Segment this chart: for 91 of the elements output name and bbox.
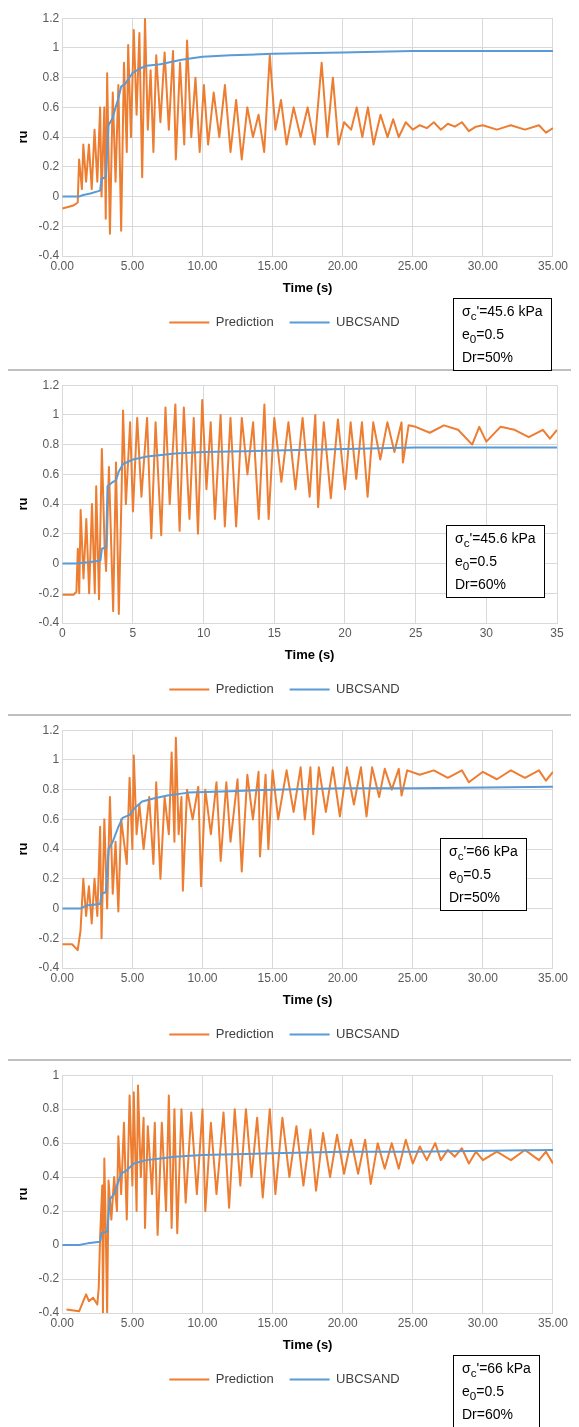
- x-tick-label: 35.00: [537, 1315, 569, 1330]
- x-axis-title: Time (s): [282, 279, 333, 295]
- text: e$_{0}$=0.5: [462, 324, 505, 347]
- y-tick-label: 1: [52, 407, 60, 422]
- legend-label: Prediction: [215, 314, 274, 330]
- y-tick-label: 0.6: [42, 99, 60, 114]
- x-tick-label: 30: [479, 625, 494, 640]
- x-tick-label: 35: [550, 625, 564, 640]
- legend-label: UBCSAND: [336, 314, 400, 330]
- y-tick-label: 1.2: [42, 722, 60, 737]
- y-tick-label: 0.8: [42, 436, 60, 451]
- y-tick-label: 0.4: [42, 841, 60, 856]
- y-tick-label: 0.8: [42, 1101, 60, 1116]
- y-tick-label: -0.2: [38, 218, 60, 233]
- y-tick-label: 0.6: [42, 811, 60, 826]
- x-tick-label: 25.00: [397, 258, 429, 273]
- y-tick-label: 1.2: [42, 10, 60, 25]
- x-tick-label: 20: [338, 625, 352, 640]
- y-tick-label: 0.2: [42, 159, 60, 174]
- x-tick-label: 30.00: [467, 1315, 499, 1330]
- x-tick-label: 20.00: [327, 970, 359, 985]
- annotation: e$_{0}$=0.5: [449, 864, 492, 887]
- text: e$_{0}$=0.5: [462, 1381, 505, 1404]
- y-tick-label: 0.2: [42, 526, 60, 541]
- legend-label: Prediction: [215, 1026, 274, 1042]
- x-tick-label: 25.00: [397, 1315, 429, 1330]
- x-tick-label: 35.00: [537, 970, 569, 985]
- legend-label: UBCSAND: [336, 681, 400, 697]
- y-axis-title: ru: [15, 130, 31, 144]
- y-axis-title: ru: [15, 842, 31, 856]
- x-tick-label: 5.00: [120, 258, 145, 273]
- y-tick-label: 0.6: [42, 1135, 60, 1150]
- x-tick-label: 10.00: [187, 258, 218, 273]
- y-tick-label: 0.2: [42, 871, 60, 886]
- x-tick-label: 10: [196, 625, 211, 640]
- x-axis-title: Time (s): [282, 1336, 333, 1352]
- text: σ$_{c}$'=66 kPa: [462, 1359, 531, 1381]
- y-tick-label: -0.2: [38, 930, 60, 945]
- y-tick-label: 0.2: [42, 1203, 60, 1218]
- y-tick-label: 0.8: [42, 69, 60, 84]
- x-tick-label: 15.00: [257, 970, 288, 985]
- text: σ$_{c}$'=45.6 kPa: [462, 302, 543, 324]
- y-tick-label: -0.2: [38, 585, 60, 600]
- y-tick-label: 0.4: [42, 1169, 60, 1184]
- legend-label: Prediction: [215, 1371, 274, 1387]
- y-tick-label: 1: [52, 40, 60, 55]
- x-axis-title: Time (s): [282, 991, 333, 1007]
- text: Dr=50%: [462, 347, 514, 367]
- y-tick-label: 0: [52, 188, 60, 203]
- y-axis-title: ru: [15, 497, 31, 511]
- x-tick-label: 15.00: [257, 1315, 288, 1330]
- x-tick-label: 0.00: [50, 970, 75, 985]
- x-tick-label: 30.00: [467, 258, 499, 273]
- y-tick-label: 0.8: [42, 781, 60, 796]
- x-tick-label: 5.00: [120, 1315, 145, 1330]
- y-tick-label: 1.2: [42, 377, 60, 392]
- annotation: σ$_{c}$'=45.6 kPa: [455, 529, 536, 551]
- y-tick-label: 1: [52, 1067, 60, 1082]
- legend-label: Prediction: [215, 681, 274, 697]
- x-tick-label: 5.00: [120, 970, 145, 985]
- x-tick-label: 15: [267, 625, 282, 640]
- y-tick-label: 0: [52, 1237, 60, 1252]
- x-tick-label: 30.00: [467, 970, 499, 985]
- y-tick-label: -0.2: [38, 1271, 60, 1286]
- annotation: Dr=60%: [455, 574, 507, 594]
- x-tick-label: 0.00: [50, 1315, 75, 1330]
- legend-label: UBCSAND: [336, 1026, 400, 1042]
- y-tick-label: 0.4: [42, 496, 60, 511]
- x-tick-label: 25: [408, 625, 423, 640]
- x-tick-label: 10.00: [187, 970, 218, 985]
- x-tick-label: 15.00: [257, 258, 288, 273]
- x-tick-label: 20.00: [327, 258, 359, 273]
- y-tick-label: 1: [52, 752, 60, 767]
- y-axis-title: ru: [15, 1187, 31, 1201]
- y-tick-label: -0.4: [38, 615, 60, 630]
- y-tick-label: 0.4: [42, 129, 60, 144]
- x-tick-label: 5: [129, 625, 137, 640]
- legend-label: UBCSAND: [336, 1371, 400, 1387]
- x-tick-label: 0.00: [50, 258, 75, 273]
- x-tick-label: 35.00: [537, 258, 569, 273]
- y-tick-label: 0: [52, 555, 60, 570]
- y-tick-label: 0.6: [42, 466, 60, 481]
- y-tick-label: 0: [52, 900, 60, 915]
- annotation: σ$_{c}$'=66 kPa: [449, 842, 518, 864]
- x-tick-label: 20.00: [327, 1315, 359, 1330]
- x-axis-title: Time (s): [284, 646, 335, 662]
- text: Dr=60%: [462, 1404, 514, 1424]
- annotation: e$_{0}$=0.5: [455, 551, 498, 574]
- x-tick-label: 10.00: [187, 1315, 218, 1330]
- x-tick-label: 25.00: [397, 970, 429, 985]
- annotation: Dr=50%: [449, 887, 501, 907]
